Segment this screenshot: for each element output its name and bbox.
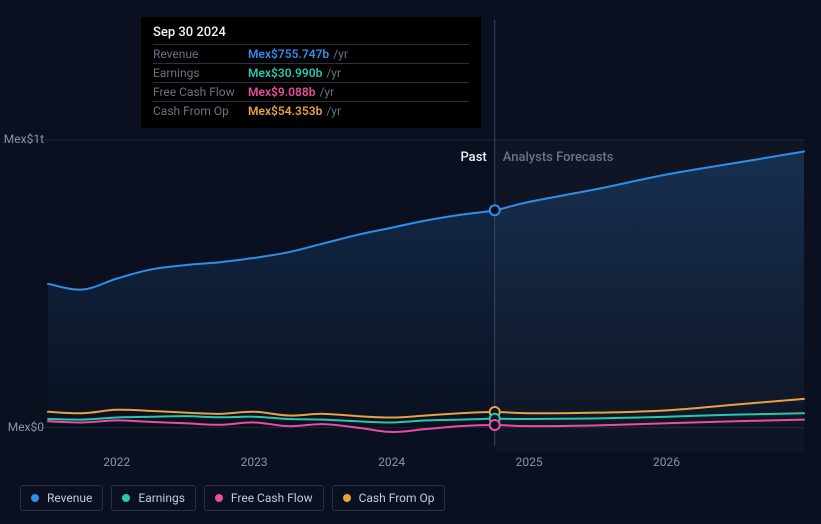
x-axis-tick-label: 2025 <box>516 455 543 469</box>
legend-swatch-icon <box>215 494 223 502</box>
chart-tooltip: Sep 30 2024 RevenueMex$755.747b/yrEarnin… <box>141 17 481 128</box>
legend-label: Cash From Op <box>359 491 435 505</box>
tooltip-suffix: /yr <box>326 66 341 80</box>
tooltip-row: Free Cash FlowMex$9.088b/yr <box>153 82 469 101</box>
marker-free_cash_flow <box>490 420 500 430</box>
tooltip-suffix: /yr <box>319 85 334 99</box>
tooltip-suffix: /yr <box>326 104 341 118</box>
legend-swatch-icon <box>31 494 39 502</box>
tooltip-row: EarningsMex$30.990b/yr <box>153 63 469 82</box>
tooltip-metric-label: Free Cash Flow <box>153 85 248 99</box>
legend-label: Earnings <box>138 491 185 505</box>
tooltip-suffix: /yr <box>333 47 348 61</box>
tooltip-metric-label: Cash From Op <box>153 104 248 118</box>
y-axis-tick-label: Mex$1t <box>0 132 44 146</box>
earnings-forecast-chart: Mex$1t Mex$0 2022 2023 2024 2025 2026 Past Ana… <box>0 0 821 524</box>
x-axis-tick-label: 2022 <box>103 455 130 469</box>
x-axis-tick-label: 2023 <box>241 455 268 469</box>
x-axis-tick-label: 2026 <box>653 455 680 469</box>
tooltip-row: Cash From OpMex$54.353b/yr <box>153 101 469 120</box>
tooltip-metric-value: Mex$9.088b <box>248 85 315 99</box>
tooltip-metric-value: Mex$755.747b <box>248 47 329 61</box>
legend-item-cash-from-op[interactable]: Cash From Op <box>332 485 446 511</box>
legend-item-earnings[interactable]: Earnings <box>111 485 196 511</box>
legend-swatch-icon <box>122 494 130 502</box>
x-axis-tick-label: 2024 <box>378 455 405 469</box>
marker-revenue <box>490 205 500 215</box>
legend-swatch-icon <box>343 494 351 502</box>
tooltip-row: RevenueMex$755.747b/yr <box>153 44 469 63</box>
legend-item-free-cash-flow[interactable]: Free Cash Flow <box>204 485 324 511</box>
region-label-past: Past <box>460 150 486 165</box>
legend-label: Revenue <box>47 491 92 505</box>
y-axis-tick-label: Mex$0 <box>0 420 44 434</box>
chart-legend: Revenue Earnings Free Cash Flow Cash From O… <box>20 485 445 511</box>
tooltip-metric-label: Revenue <box>153 47 248 61</box>
region-label-forecast: Analysts Forecasts <box>503 150 614 165</box>
tooltip-metric-label: Earnings <box>153 66 248 80</box>
tooltip-metric-value: Mex$30.990b <box>248 66 322 80</box>
tooltip-metric-value: Mex$54.353b <box>248 104 322 118</box>
tooltip-date: Sep 30 2024 <box>153 25 469 44</box>
legend-item-revenue[interactable]: Revenue <box>20 485 103 511</box>
legend-label: Free Cash Flow <box>231 491 313 505</box>
